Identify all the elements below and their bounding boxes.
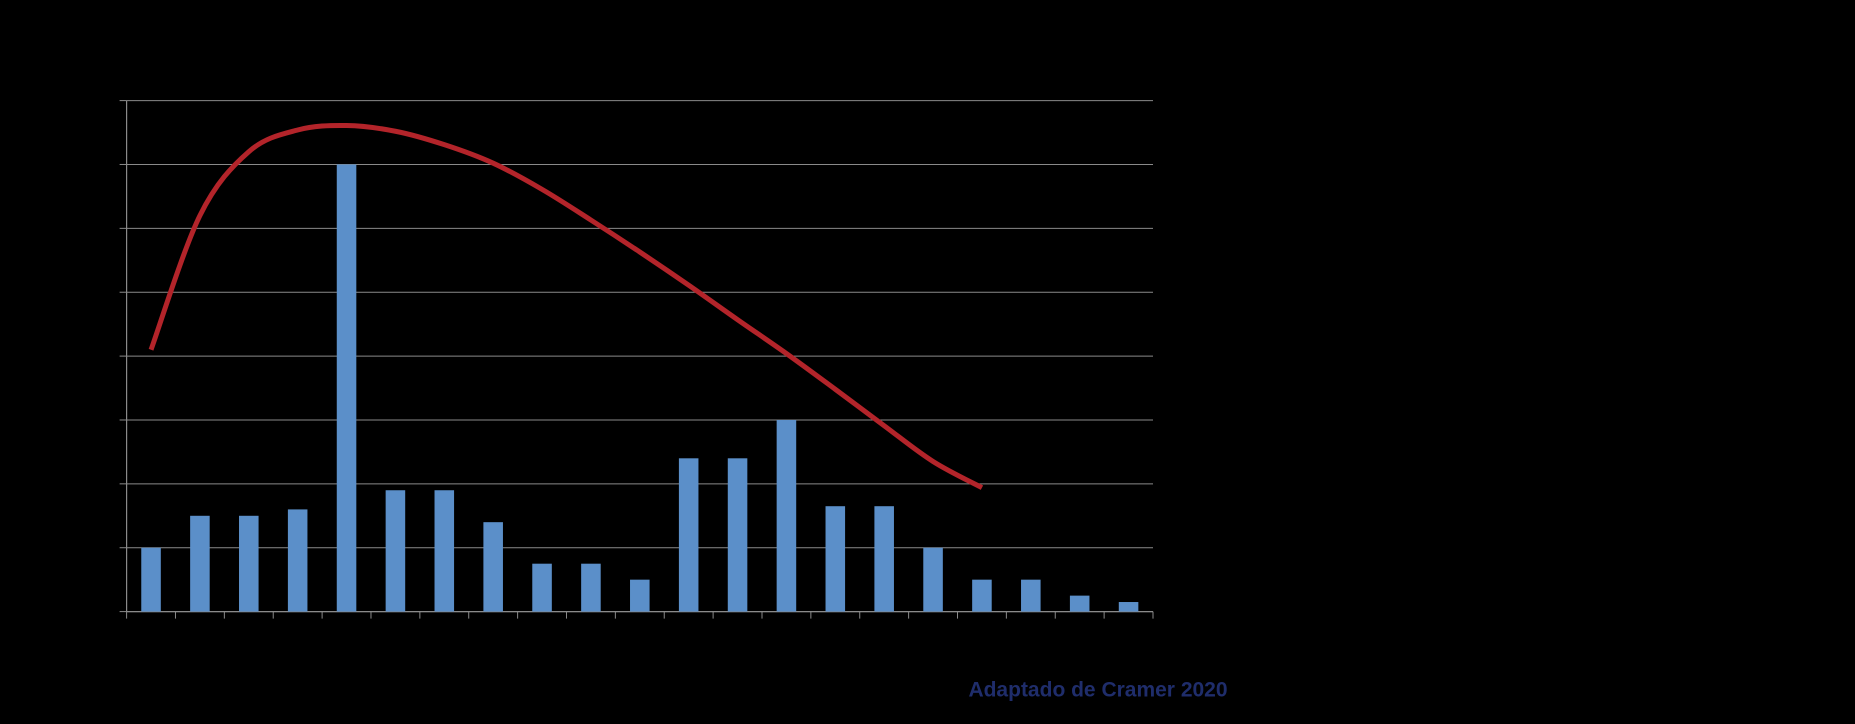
bar xyxy=(972,579,992,612)
bar xyxy=(434,490,455,612)
source-note: Adaptado de Cramer 2020 xyxy=(968,679,1227,702)
bar xyxy=(630,579,650,612)
bar xyxy=(483,522,503,612)
bar xyxy=(141,547,161,612)
bar xyxy=(727,458,748,612)
bar xyxy=(1118,602,1139,612)
bar xyxy=(1021,579,1041,612)
bar xyxy=(532,563,552,612)
bar xyxy=(190,515,210,612)
bar xyxy=(385,490,406,612)
bar xyxy=(678,458,699,612)
bar xyxy=(825,506,846,612)
trend-curve xyxy=(148,122,984,490)
bar xyxy=(776,419,797,612)
bar xyxy=(239,515,259,612)
bar xyxy=(336,164,357,612)
bar xyxy=(874,506,894,612)
bar xyxy=(1069,595,1090,612)
bar xyxy=(923,547,943,612)
bar xyxy=(287,509,308,612)
bar xyxy=(581,563,601,612)
